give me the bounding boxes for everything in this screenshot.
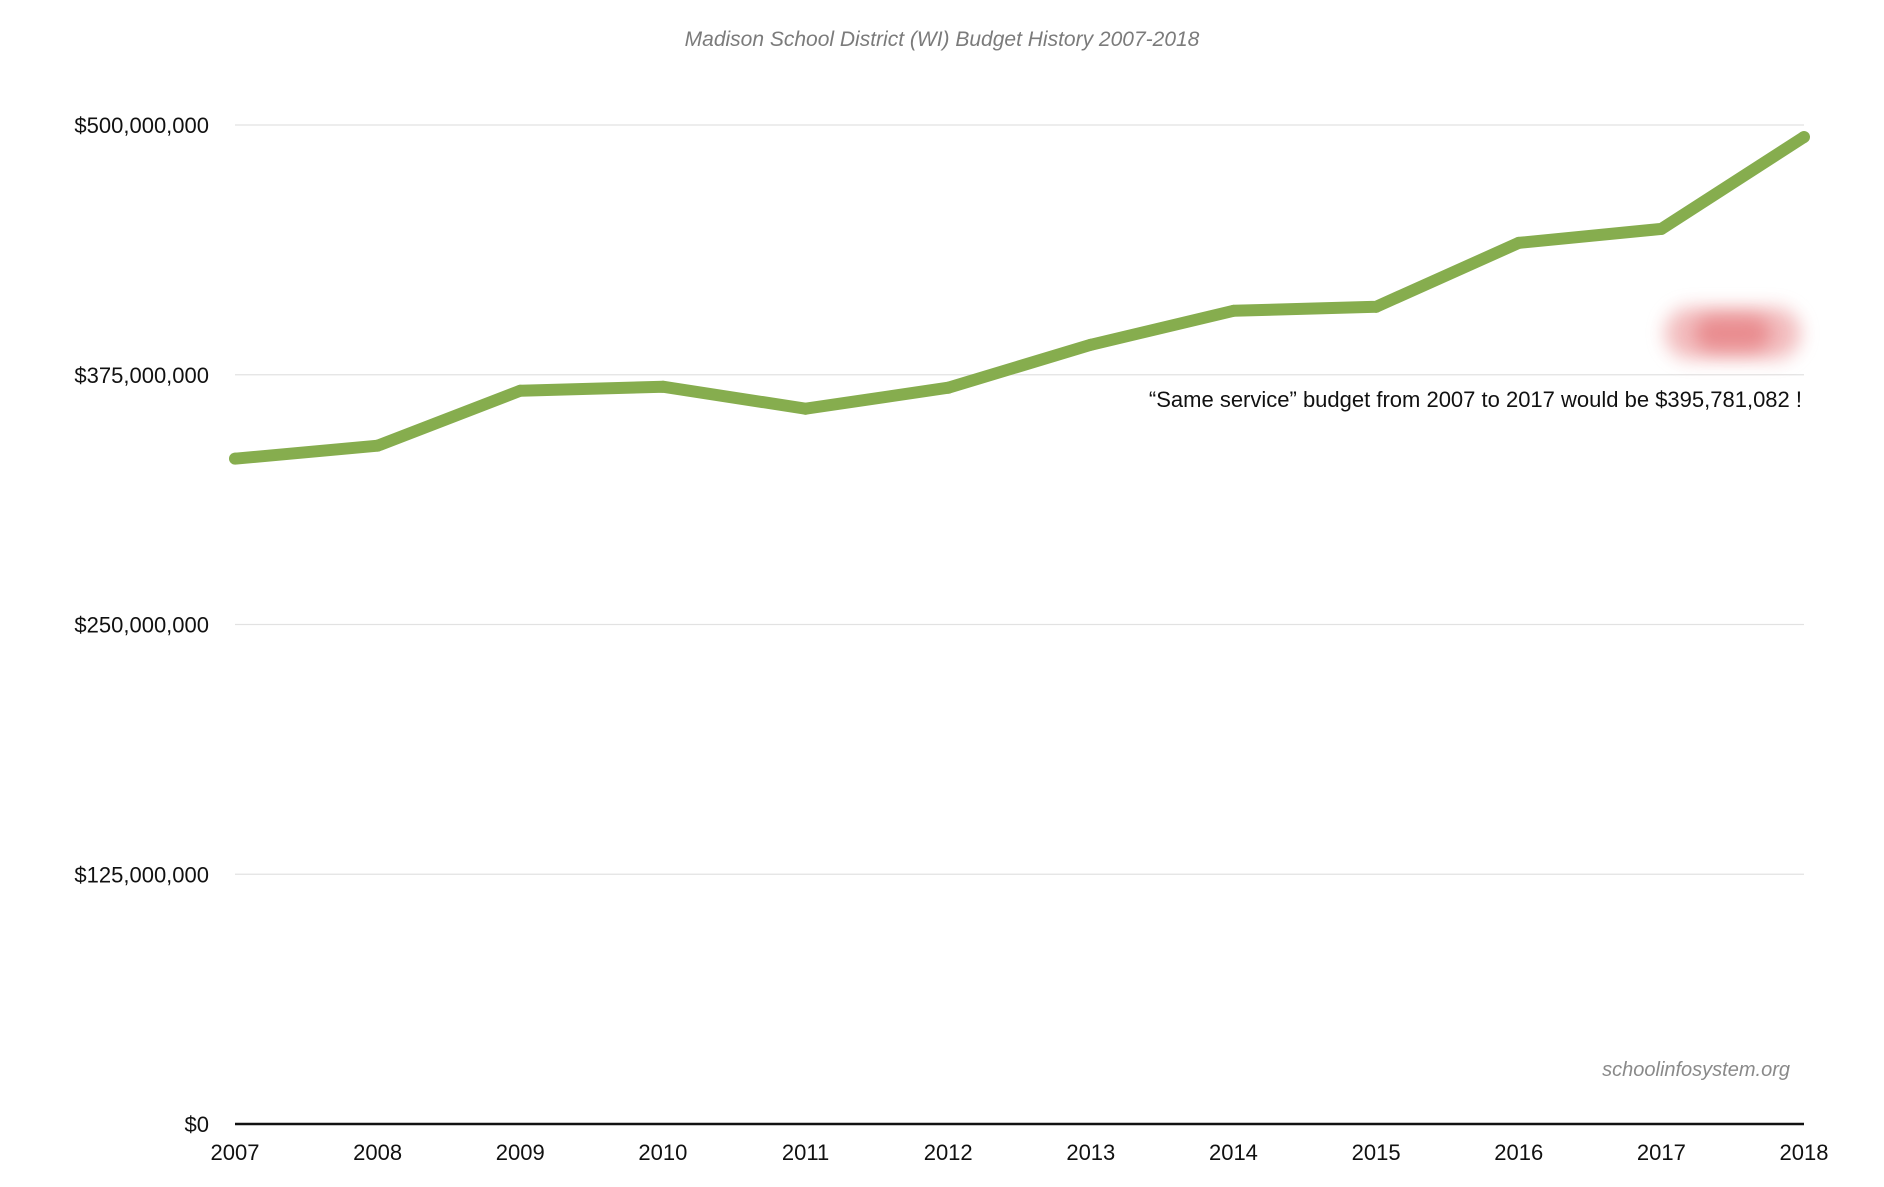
y-tick-label: $125,000,000 (74, 862, 209, 887)
data-point (514, 384, 527, 397)
data-point (229, 452, 241, 465)
x-tick-label: 2012 (924, 1140, 973, 1165)
annotation-marker (1694, 316, 1771, 351)
x-tick-label: 2011 (782, 1140, 829, 1165)
x-tick-label: 2007 (211, 1140, 260, 1165)
annotation-text: “Same service” budget from 2007 to 2017 … (1149, 387, 1802, 412)
y-tick-label: $0 (185, 1112, 209, 1137)
y-tick-label: $250,000,000 (74, 613, 209, 638)
data-point (1512, 236, 1525, 249)
series-layer (229, 130, 1810, 465)
x-tick-label: 2015 (1352, 1140, 1401, 1165)
data-point (942, 381, 955, 394)
x-tick-label: 2008 (353, 1140, 402, 1165)
data-point (1798, 130, 1810, 143)
data-point (656, 380, 669, 393)
y-axis-ticks: $0 $125,000,000 $250,000,000 $375,000,000 $5… (74, 113, 209, 1137)
chart-title: Madison School District (WI) Budget Hist… (685, 28, 1200, 51)
x-tick-label: 2016 (1494, 1140, 1543, 1165)
data-point (1655, 222, 1668, 235)
x-tick-label: 2014 (1209, 1140, 1258, 1165)
data-point (1084, 338, 1097, 351)
y-tick-label: $500,000,000 (74, 113, 209, 138)
source-credit: schoolinfosystem.org (1602, 1059, 1790, 1081)
gridlines (235, 124, 1804, 875)
x-tick-label: 2017 (1637, 1140, 1686, 1165)
x-axis-ticks: 2007 2008 2009 2010 2011 2012 2013 2014 2015 2016… (211, 1140, 1829, 1165)
x-tick-label: 2013 (1066, 1140, 1115, 1165)
series-line (234, 131, 1808, 465)
x-tick-label: 2018 (1780, 1140, 1829, 1165)
x-tick-label: 2009 (496, 1140, 545, 1165)
y-tick-label: $375,000,000 (74, 363, 209, 388)
data-point (1370, 300, 1383, 313)
data-point (1227, 304, 1240, 317)
data-point (799, 402, 812, 415)
data-point (371, 439, 384, 452)
x-tick-label: 2010 (638, 1140, 687, 1165)
annotation: “Same service” budget from 2007 to 2017 … (1149, 307, 1802, 412)
